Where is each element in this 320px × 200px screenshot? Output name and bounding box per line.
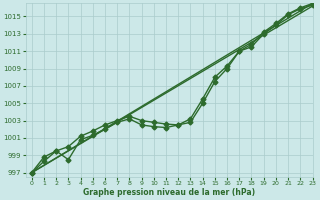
X-axis label: Graphe pression niveau de la mer (hPa): Graphe pression niveau de la mer (hPa) bbox=[83, 188, 255, 197]
